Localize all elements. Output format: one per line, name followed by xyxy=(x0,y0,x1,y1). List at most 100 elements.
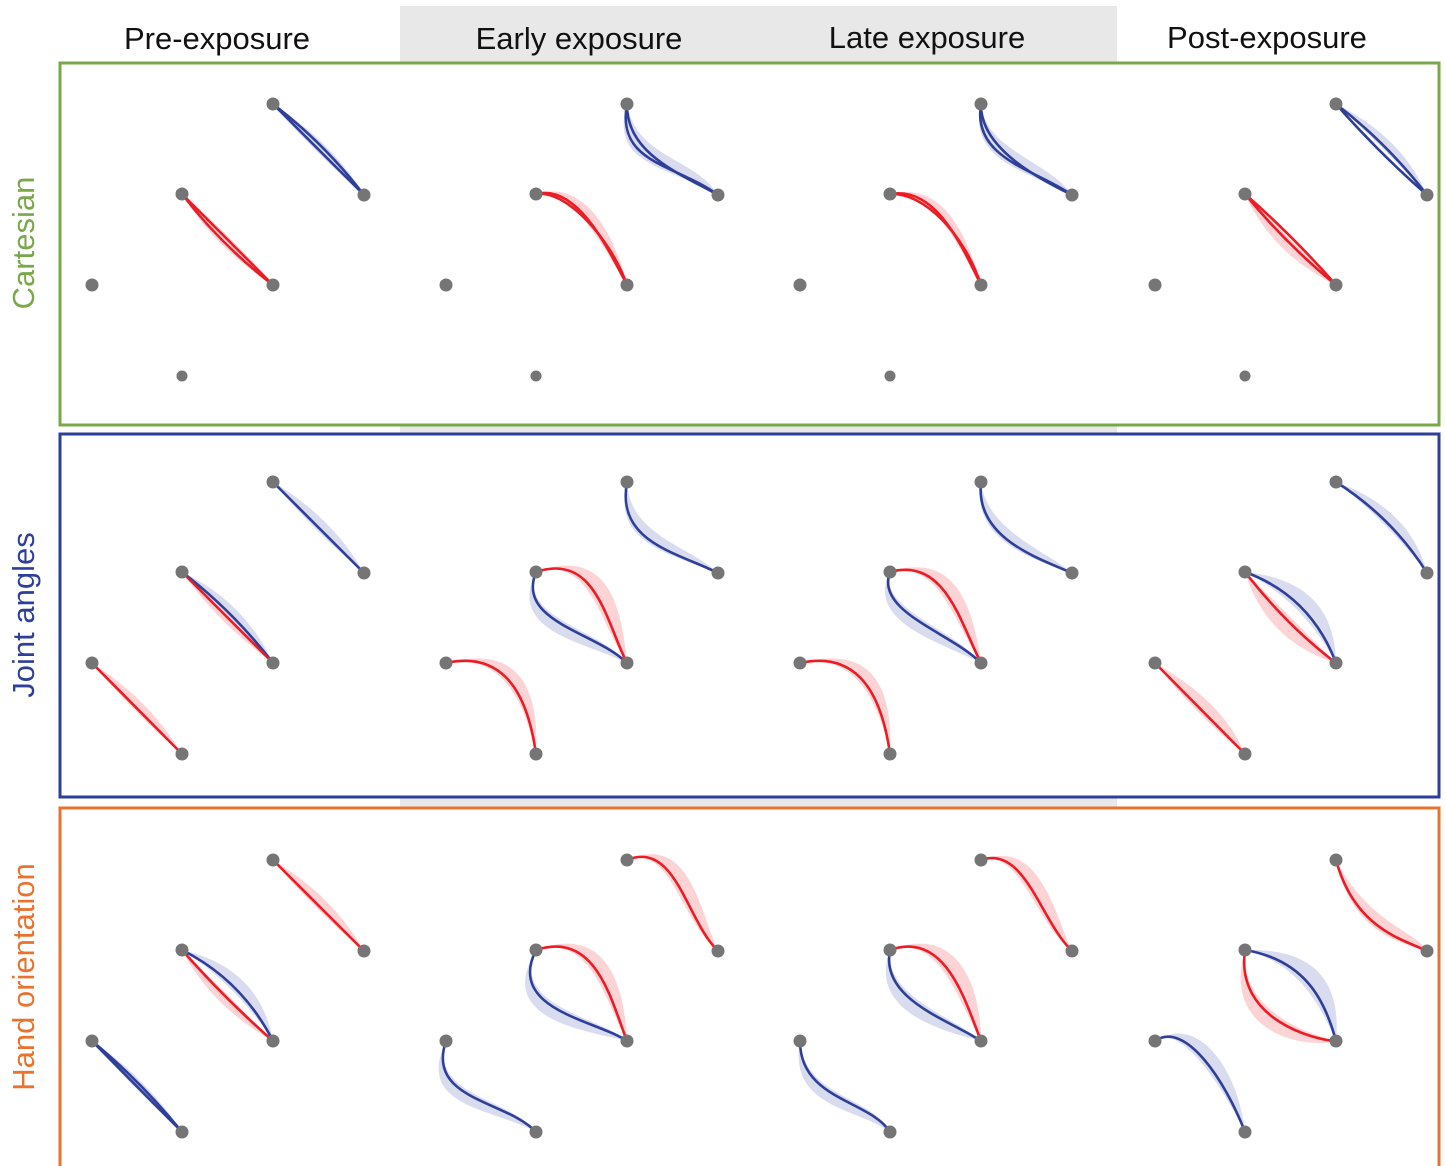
target-dot xyxy=(883,565,897,579)
mean-trajectory xyxy=(1243,192,1338,287)
target-dot xyxy=(1329,475,1343,489)
target-dot xyxy=(1238,943,1252,957)
hand-orientation-frame xyxy=(58,806,1441,1166)
target-dot xyxy=(883,747,897,761)
trajectory-variance-band xyxy=(536,565,627,663)
trajectory-variance-band xyxy=(536,191,627,285)
mean-trajectory xyxy=(180,570,275,665)
row-label-joint-angles: Joint angles xyxy=(6,532,41,697)
mean-trajectory xyxy=(886,570,983,665)
target-dot xyxy=(1420,188,1434,202)
mean-trajectory xyxy=(271,858,366,953)
target-dot xyxy=(620,278,634,292)
trajectory-variance-band xyxy=(446,658,537,754)
mean-trajectory xyxy=(1334,858,1429,953)
target-dot xyxy=(620,656,634,670)
row-frame-joint-angles xyxy=(58,432,1441,799)
target-dot xyxy=(620,475,634,489)
mean-trajectory xyxy=(979,102,1074,197)
mean-trajectory xyxy=(888,192,983,287)
trajectory-variance-band xyxy=(1245,949,1337,1041)
target-dot xyxy=(439,1034,453,1048)
target-dot xyxy=(266,656,280,670)
target-dot xyxy=(1238,565,1252,579)
target-dot xyxy=(974,656,988,670)
target-dot xyxy=(883,187,897,201)
mean-trajectory xyxy=(271,480,366,575)
target-dot xyxy=(529,1125,543,1139)
target-dot xyxy=(1148,1034,1162,1048)
mean-trajectory xyxy=(180,948,275,1043)
row-frame-cartesian xyxy=(58,61,1441,427)
target-dot xyxy=(884,370,896,382)
mean-trajectory xyxy=(1334,102,1429,197)
target-dot xyxy=(529,943,543,957)
mean-trajectory xyxy=(271,102,366,197)
joint-angles-frame xyxy=(58,432,1441,799)
mean-trajectory xyxy=(534,567,629,665)
mean-trajectory xyxy=(1334,480,1429,575)
column-title-post-exposure: Post-exposure xyxy=(1167,20,1367,55)
mean-trajectory xyxy=(1243,192,1338,287)
trajectory-variance-band xyxy=(182,950,273,1041)
target-dot xyxy=(85,656,99,670)
target-dot xyxy=(530,370,542,382)
target-dot xyxy=(974,97,988,111)
target-dot xyxy=(1329,656,1343,670)
row-frame-hand-orientation xyxy=(58,806,1441,1166)
target-dot xyxy=(974,475,988,489)
trajectory-panels xyxy=(85,97,1434,1139)
column-title-late-exposure: Late exposure xyxy=(829,20,1025,55)
mean-trajectory xyxy=(888,945,983,1043)
target-dot xyxy=(1238,1125,1252,1139)
mean-trajectory xyxy=(1243,570,1338,665)
mean-trajectory xyxy=(534,192,629,287)
target-dot xyxy=(883,943,897,957)
mean-trajectory xyxy=(441,1039,538,1134)
target-dot xyxy=(1238,187,1252,201)
target-dot xyxy=(1239,370,1251,382)
target-dot xyxy=(85,1034,99,1048)
target-dot xyxy=(85,278,99,292)
trajectory-variance-band xyxy=(1245,572,1336,663)
target-dot xyxy=(266,1034,280,1048)
target-dot xyxy=(1329,1034,1343,1048)
cartesian-frame xyxy=(58,61,1441,427)
target-dot xyxy=(1065,566,1079,580)
target-dot xyxy=(620,853,634,867)
trajectory-variance-band xyxy=(1240,950,1336,1043)
trajectory-variance-band xyxy=(890,943,981,1041)
target-dot xyxy=(1065,944,1079,958)
target-dot xyxy=(1148,656,1162,670)
target-dot xyxy=(1148,278,1162,292)
target-dot xyxy=(620,1034,634,1048)
mean-trajectory xyxy=(887,948,983,1043)
mean-trajectory xyxy=(1153,661,1247,756)
target-dot xyxy=(357,944,371,958)
column-title-pre-exposure: Pre-exposure xyxy=(124,21,310,56)
mean-trajectory xyxy=(1153,1035,1247,1134)
row-label-hand-orientation: Hand orientation xyxy=(6,863,41,1091)
target-dot xyxy=(266,853,280,867)
trajectory-variance-band xyxy=(1336,860,1427,951)
mean-trajectory xyxy=(1243,570,1338,665)
target-dot xyxy=(711,188,725,202)
mean-trajectory xyxy=(625,855,720,953)
target-dot xyxy=(793,656,807,670)
trajectory-variance-band xyxy=(979,482,1072,573)
target-dot xyxy=(357,188,371,202)
mean-trajectory xyxy=(180,948,275,1043)
mean-trajectory xyxy=(979,856,1074,953)
target-dot xyxy=(1329,278,1343,292)
target-dot xyxy=(357,566,371,580)
target-dot xyxy=(883,1125,897,1139)
target-dot xyxy=(175,1125,189,1139)
trajectory-variance-band xyxy=(182,950,273,1041)
target-dot xyxy=(1420,944,1434,958)
mean-trajectory xyxy=(534,945,629,1043)
trajectory-variance-band xyxy=(525,950,627,1041)
mean-trajectory xyxy=(180,570,275,665)
mean-trajectory xyxy=(444,659,538,756)
target-dot xyxy=(974,278,988,292)
